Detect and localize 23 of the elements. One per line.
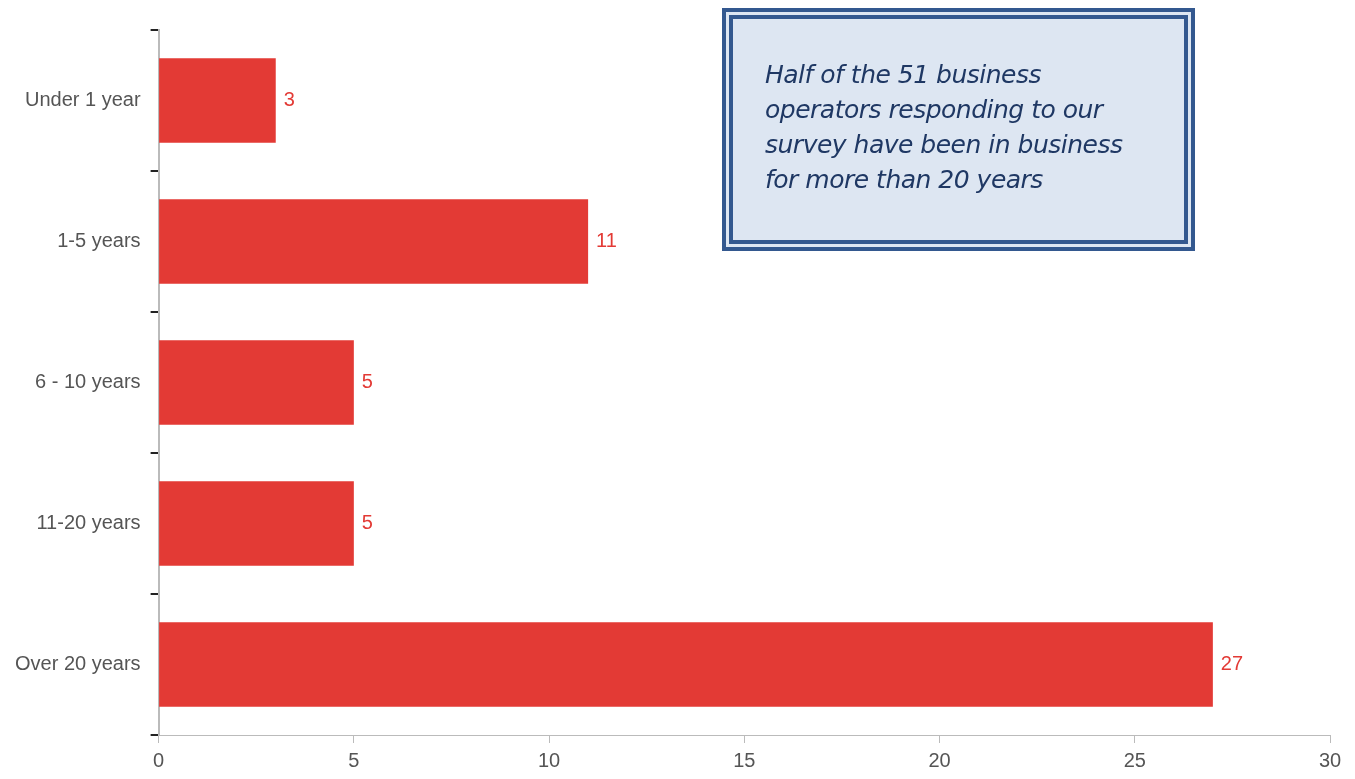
y-tick-label: Under 1 year <box>24 88 141 111</box>
x-tick-label: 30 <box>1318 748 1342 771</box>
y-tick-label: 1-5 years <box>57 229 141 252</box>
x-tick-label: 5 <box>348 748 360 771</box>
bar <box>159 340 354 425</box>
x-tick-label: 25 <box>1123 748 1146 771</box>
annotation: Half of the 51 business operators responding to our survey have been in business for more than 20 years <box>765 59 1124 196</box>
x-tick-label: 15 <box>733 748 756 771</box>
data-label: 5 <box>361 370 373 393</box>
y-tick-label: 6 - 10 years <box>35 370 141 393</box>
data-label: 11 <box>596 229 617 252</box>
x-tick-label: 0 <box>153 748 165 771</box>
bar <box>159 199 589 284</box>
data-label: 27 <box>1220 652 1244 675</box>
data-label: 3 <box>283 88 295 111</box>
y-tick-label: 11-20 years <box>36 511 141 534</box>
bar <box>159 58 276 143</box>
bar <box>159 481 354 566</box>
bar <box>159 622 1213 707</box>
data-label: 5 <box>361 511 373 534</box>
x-tick-label: 20 <box>928 748 951 771</box>
x-tick-label: 10 <box>537 748 561 771</box>
y-tick-label: Over 20 years <box>15 652 141 675</box>
